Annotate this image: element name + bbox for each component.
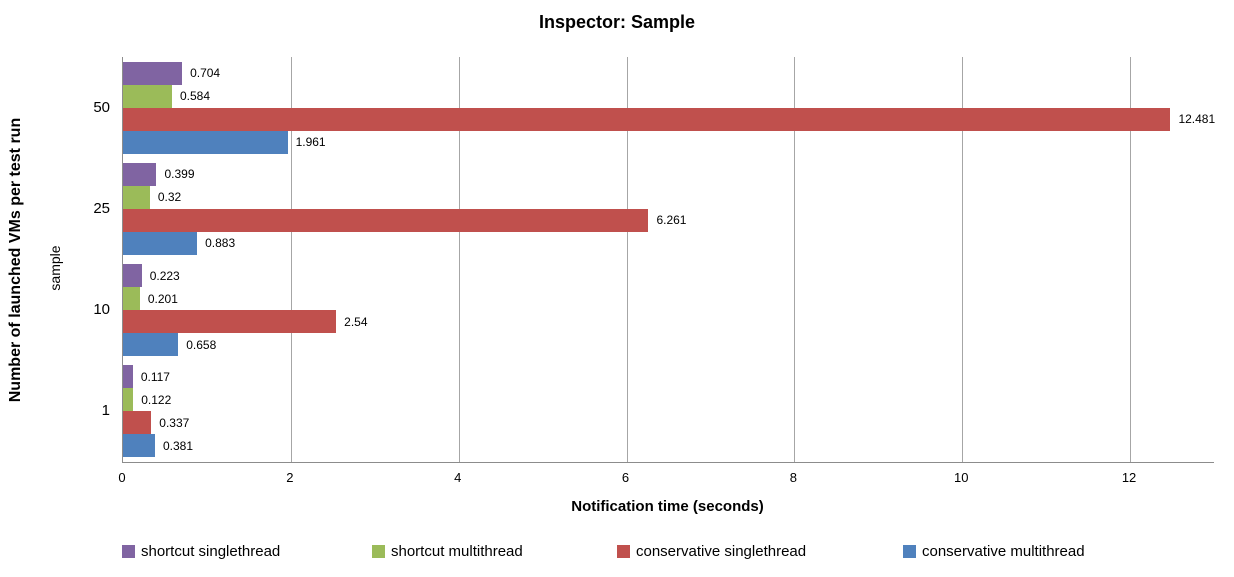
legend-swatch-icon bbox=[617, 545, 630, 558]
x-tick-label: 6 bbox=[621, 470, 630, 485]
bar-value-label: 0.381 bbox=[162, 438, 193, 453]
x-tick-label: 0 bbox=[118, 470, 126, 485]
bar bbox=[123, 208, 649, 232]
x-tick-label: 12 bbox=[1121, 470, 1137, 485]
bar bbox=[123, 107, 1171, 131]
legend-item: conservative singlethread bbox=[617, 543, 806, 560]
legend: shortcut singlethread shortcut multithrea… bbox=[0, 543, 1234, 565]
bar bbox=[123, 310, 337, 334]
x-tick-label: 4 bbox=[454, 470, 462, 485]
gridline bbox=[626, 57, 628, 462]
bar-value-label: 0.117 bbox=[140, 369, 170, 384]
bar bbox=[123, 264, 142, 288]
gridline bbox=[1130, 57, 1132, 462]
bar bbox=[123, 162, 157, 186]
bar bbox=[123, 333, 179, 357]
bar bbox=[123, 287, 140, 311]
x-axis-title: Notification time (seconds) bbox=[571, 498, 764, 515]
bar-value-label: 2.54 bbox=[344, 314, 368, 329]
gridline bbox=[458, 57, 460, 462]
category-label: 25 bbox=[93, 199, 110, 217]
bar-value-label: 0.337 bbox=[159, 415, 190, 430]
legend-item: conservative multithread bbox=[903, 543, 1085, 560]
x-tick-label: 10 bbox=[953, 470, 969, 485]
gridline bbox=[290, 57, 292, 462]
legend-label: shortcut multithread bbox=[391, 543, 523, 560]
bar-value-label: 6.261 bbox=[656, 213, 687, 228]
bar-value-label: 0.704 bbox=[190, 66, 221, 81]
plot-area: 0.704 0.584 12.481 1.961 0.399 0.32 6.261 0.883… bbox=[122, 57, 1216, 463]
legend-label: shortcut singlethread bbox=[141, 543, 281, 560]
bar bbox=[123, 185, 150, 209]
bar bbox=[123, 231, 198, 255]
legend-swatch-icon bbox=[903, 545, 916, 558]
y-axis-subtitle: sample bbox=[47, 245, 63, 291]
y-axis-title: Number of launched VMs per test run bbox=[7, 117, 24, 403]
legend-item: shortcut singlethread bbox=[122, 543, 280, 560]
x-tick-label: 8 bbox=[789, 470, 797, 485]
bar-value-label: 0.122 bbox=[141, 392, 172, 407]
category-label: 50 bbox=[93, 98, 110, 116]
chart-title: Inspector: Sample bbox=[538, 12, 696, 32]
bar bbox=[123, 388, 134, 412]
gridline bbox=[962, 57, 964, 462]
bar-value-label: 0.201 bbox=[147, 291, 178, 306]
gridline bbox=[794, 57, 796, 462]
bar-value-label: 0.658 bbox=[186, 337, 217, 352]
bar-value-label: 0.223 bbox=[149, 268, 180, 283]
category-label: 10 bbox=[93, 301, 110, 319]
bar-value-label: 0.883 bbox=[205, 236, 236, 251]
bar-value-label: 0.584 bbox=[180, 89, 211, 104]
bar-value-label: 0.399 bbox=[164, 167, 195, 182]
bar bbox=[123, 365, 133, 389]
bar bbox=[123, 130, 288, 154]
bar-value-label: 0.32 bbox=[157, 190, 182, 205]
legend-label: conservative multithread bbox=[922, 543, 1085, 560]
bar-value-label: 1.961 bbox=[295, 135, 326, 150]
bar bbox=[123, 434, 155, 458]
x-tick-label: 2 bbox=[286, 470, 294, 485]
bar-value-label: 12.481 bbox=[1178, 112, 1216, 127]
bar bbox=[123, 411, 152, 435]
legend-item: shortcut multithread bbox=[372, 543, 523, 560]
legend-swatch-icon bbox=[372, 545, 385, 558]
bar bbox=[123, 84, 172, 108]
category-label: 1 bbox=[101, 402, 110, 420]
bar bbox=[123, 61, 183, 85]
legend-swatch-icon bbox=[122, 545, 135, 558]
legend-label: conservative singlethread bbox=[636, 543, 807, 560]
